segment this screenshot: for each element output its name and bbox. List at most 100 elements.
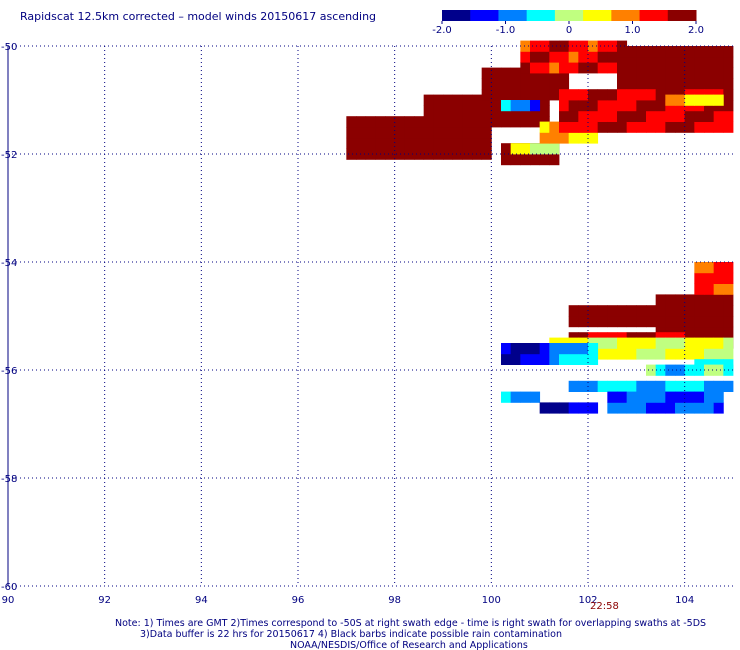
data-cell xyxy=(723,67,734,79)
data-cell xyxy=(520,143,531,155)
data-cell xyxy=(694,78,705,90)
data-cell xyxy=(636,337,647,349)
data-cell xyxy=(607,51,618,63)
data-cell xyxy=(501,154,512,166)
data-cell xyxy=(597,40,608,52)
data-cell xyxy=(704,121,715,133)
data-cells xyxy=(346,40,734,414)
data-cell xyxy=(607,348,618,360)
data-cell xyxy=(520,51,531,63)
data-cell xyxy=(655,67,666,79)
colorbar-swatch xyxy=(583,10,612,21)
data-cell xyxy=(462,116,473,128)
data-cell xyxy=(588,121,599,133)
data-cell xyxy=(578,89,589,101)
data-cell xyxy=(607,121,618,133)
data-cell xyxy=(549,132,560,144)
data-cell xyxy=(704,46,715,58)
data-cell xyxy=(549,40,560,52)
data-cell xyxy=(588,62,599,74)
data-cell xyxy=(675,337,686,349)
data-cell xyxy=(539,78,550,90)
note-line-1: Note: 1) Times are GMT 2)Times correspon… xyxy=(115,618,706,629)
data-cell xyxy=(626,56,637,68)
data-cell xyxy=(684,294,695,306)
data-cell xyxy=(346,137,357,149)
data-cell xyxy=(607,100,618,112)
data-cell xyxy=(636,316,647,328)
data-cell xyxy=(655,402,666,414)
data-cell xyxy=(617,67,628,79)
data-cell xyxy=(501,78,512,90)
data-cell xyxy=(636,110,647,122)
data-cell xyxy=(559,78,570,90)
data-cell xyxy=(568,121,579,133)
x-axis-tick-labels: 90 92 94 96 98 100 102 104 xyxy=(2,595,695,606)
x-tick-label: 90 xyxy=(2,595,15,606)
data-cell xyxy=(694,316,705,328)
data-cell xyxy=(588,305,599,317)
data-cell xyxy=(704,305,715,317)
data-cell xyxy=(452,116,463,128)
data-cell xyxy=(626,100,637,112)
data-cell xyxy=(607,391,618,403)
data-cell xyxy=(723,46,734,58)
data-cell xyxy=(597,89,608,101)
data-cell xyxy=(559,132,570,144)
data-cell xyxy=(501,143,512,155)
data-cell xyxy=(684,380,695,392)
data-cell xyxy=(472,127,483,139)
data-cell xyxy=(597,121,608,133)
data-cell xyxy=(423,127,434,139)
data-cell xyxy=(704,67,715,79)
data-cell xyxy=(636,56,647,68)
data-cell xyxy=(588,100,599,112)
data-cell xyxy=(578,132,589,144)
data-cell xyxy=(588,402,599,414)
data-cell xyxy=(607,110,618,122)
data-cell xyxy=(433,148,444,160)
data-cell xyxy=(568,132,579,144)
data-cell xyxy=(704,283,715,295)
data-cell xyxy=(433,94,444,106)
data-cell xyxy=(675,94,686,106)
data-cell xyxy=(694,262,705,274)
data-cell xyxy=(723,294,734,306)
data-cell xyxy=(356,127,367,139)
data-cell xyxy=(694,294,705,306)
data-cell xyxy=(539,154,550,166)
data-cell xyxy=(713,316,724,328)
data-cell xyxy=(597,110,608,122)
data-cell xyxy=(452,105,463,117)
x-tick-label: 100 xyxy=(482,595,501,606)
note-line-3: NOAA/NESDIS/Office of Research and Appli… xyxy=(290,640,528,650)
data-cell xyxy=(423,105,434,117)
data-cell xyxy=(443,137,454,149)
data-cell xyxy=(414,148,425,160)
colorbar-tick-label: 0 xyxy=(566,25,572,36)
data-cell xyxy=(356,148,367,160)
data-cell xyxy=(655,78,666,90)
data-cell xyxy=(530,78,541,90)
data-cell xyxy=(665,380,676,392)
data-cell xyxy=(481,67,492,79)
data-cell xyxy=(356,116,367,128)
data-cell xyxy=(588,380,599,392)
data-cell xyxy=(510,154,521,166)
data-cell xyxy=(713,46,724,58)
data-cell xyxy=(597,348,608,360)
data-cell xyxy=(501,353,512,365)
colorbar-tick-label: 1.0 xyxy=(625,25,641,36)
data-cell xyxy=(617,89,628,101)
x-tick-label: 104 xyxy=(675,595,694,606)
data-cell xyxy=(684,364,695,376)
data-cell xyxy=(394,127,405,139)
data-cell xyxy=(568,343,579,355)
data-cell xyxy=(568,89,579,101)
data-cell xyxy=(636,46,647,58)
data-cell xyxy=(414,137,425,149)
data-cell xyxy=(404,127,415,139)
data-cell xyxy=(694,364,705,376)
data-cell xyxy=(665,121,676,133)
data-cell xyxy=(665,110,676,122)
